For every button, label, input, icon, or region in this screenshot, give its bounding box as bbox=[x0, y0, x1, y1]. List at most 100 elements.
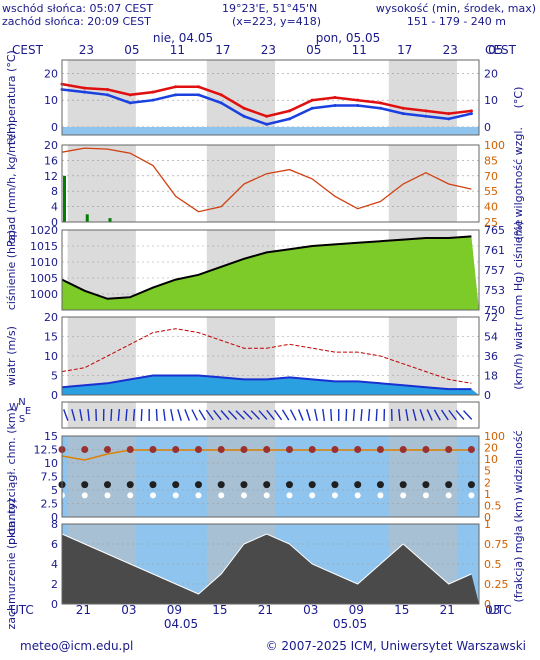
wind-direction-arrow bbox=[184, 409, 190, 421]
y-axis-title-right: (frakcja) mgła bbox=[512, 526, 525, 603]
wind-direction-arrow bbox=[117, 408, 121, 422]
y-axis-title: opad (mm/h, kg/m²/h) bbox=[5, 123, 18, 244]
bottom-tick-label: 15 bbox=[212, 603, 227, 617]
cloud-mid-dot bbox=[376, 481, 384, 489]
data-point bbox=[378, 101, 382, 105]
panel-frame bbox=[61, 435, 480, 518]
cloud-top-dot bbox=[354, 446, 362, 453]
cloud-base-dot bbox=[149, 492, 156, 499]
y-right-tick-label: 1 bbox=[484, 488, 491, 501]
wind-direction-arrow bbox=[87, 408, 90, 422]
y-right-tick-label: 72 bbox=[484, 311, 498, 324]
y-tick-label: 15 bbox=[44, 331, 58, 344]
top-tick-label: 05 bbox=[124, 43, 139, 57]
top-tick-label: 11 bbox=[170, 43, 185, 57]
cloud-mid-dot bbox=[194, 481, 202, 489]
cloud-mid-dot bbox=[263, 481, 271, 489]
cloud-top-dot bbox=[217, 446, 225, 453]
data-point bbox=[151, 90, 155, 94]
wind-dir-w: W bbox=[9, 402, 19, 413]
cloud-base-dot bbox=[195, 492, 202, 499]
y-axis-title-right: (mm Hg) ciśnienie bbox=[512, 219, 525, 320]
panel-frame bbox=[61, 59, 480, 136]
cloud-base-dot bbox=[309, 492, 316, 499]
wind-direction-arrow bbox=[140, 408, 143, 422]
y-right-tick-label: 0.75 bbox=[484, 538, 509, 551]
data-point bbox=[83, 86, 87, 90]
data-point bbox=[242, 106, 246, 110]
data-point bbox=[83, 90, 87, 94]
bottom-tick-label: 03 bbox=[485, 603, 500, 617]
wind-direction-arrow bbox=[235, 410, 245, 420]
precip-bar bbox=[85, 214, 89, 222]
top-tick-label: 17 bbox=[397, 43, 412, 57]
wind-direction-arrow bbox=[132, 408, 136, 422]
wind-direction-arrow bbox=[412, 409, 417, 421]
wind-direction-arrow bbox=[289, 409, 297, 421]
y-right-tick-label: 2 bbox=[484, 476, 491, 489]
wind-direction-arrow bbox=[177, 409, 182, 421]
data-point bbox=[401, 112, 405, 116]
panel-frame bbox=[61, 229, 480, 311]
wind-direction-arrow bbox=[463, 410, 473, 420]
cloud-top-dot bbox=[81, 446, 89, 453]
cloud-mid-dot bbox=[172, 481, 180, 489]
cloud-top-dot bbox=[149, 446, 157, 453]
y-right-tick-label: 85 bbox=[484, 154, 498, 167]
bottom-tick-label: 21 bbox=[258, 603, 273, 617]
wind-direction-arrow bbox=[125, 408, 128, 422]
y-tick-label: 10 bbox=[44, 94, 58, 107]
y-tick-label: 0 bbox=[51, 216, 58, 229]
y-axis-title: pion. rozciągł. chm. (km) bbox=[5, 408, 18, 545]
cloud-base-dot bbox=[422, 492, 429, 499]
wind-dir-n: N bbox=[18, 397, 25, 408]
y-right-tick-label: 54 bbox=[484, 331, 498, 344]
top-tz-right: CEST bbox=[485, 43, 517, 57]
cloud-mid-dot bbox=[285, 481, 293, 489]
wind-direction-arrow bbox=[405, 408, 409, 422]
cloud-mid-dot bbox=[217, 481, 225, 489]
cloud-top-dot bbox=[285, 446, 293, 453]
precip-bar bbox=[108, 218, 112, 222]
data-point bbox=[378, 106, 382, 110]
wind-direction-arrow bbox=[205, 409, 214, 421]
wind-dir-e: E bbox=[25, 406, 31, 417]
data-point bbox=[401, 106, 405, 110]
y-right-tick-label: 18 bbox=[484, 370, 498, 383]
data-point bbox=[310, 106, 314, 110]
bottom-tick-label: 09 bbox=[349, 603, 364, 617]
y-tick-label: 1005 bbox=[30, 272, 58, 285]
y-tick-label: 10 bbox=[44, 350, 58, 363]
cloud-base-dot bbox=[127, 492, 134, 499]
wind-direction-arrow bbox=[243, 410, 253, 420]
bottom-tick-label: 03 bbox=[303, 603, 318, 617]
y-tick-label: 1000 bbox=[30, 288, 58, 301]
cloud-mid-dot bbox=[354, 481, 362, 489]
cloud-base-dot bbox=[377, 492, 384, 499]
y-tick-label: 15 bbox=[44, 430, 58, 443]
footer-copyright: © 2007-2025 ICM, Uniwersytet Warszawski bbox=[265, 639, 526, 653]
footer-email[interactable]: meteo@icm.edu.pl bbox=[20, 639, 134, 653]
data-point bbox=[287, 117, 291, 121]
top-tick-label: 17 bbox=[215, 43, 230, 57]
y-tick-label: 10 bbox=[44, 457, 58, 470]
y-axis-title: wiatr (m/s) bbox=[5, 326, 18, 386]
bottom-day2-label: 05.05 bbox=[333, 617, 367, 631]
cloud-base-dot bbox=[240, 492, 247, 499]
data-point bbox=[424, 114, 428, 118]
wind-direction-arrow bbox=[63, 409, 69, 421]
wind-speed-area bbox=[62, 375, 479, 395]
data-point bbox=[287, 109, 291, 113]
cloud-top-dot bbox=[172, 446, 180, 453]
data-point bbox=[174, 85, 178, 89]
data-point bbox=[219, 93, 223, 97]
y-tick-label: 8 bbox=[51, 518, 58, 531]
y-right-tick-label: 1 bbox=[484, 518, 491, 531]
top-tick-label: 11 bbox=[352, 43, 367, 57]
y-right-tick-label: 757 bbox=[484, 264, 505, 277]
series-line-pressure bbox=[61, 235, 472, 300]
night-band bbox=[67, 436, 136, 517]
sunset-text: zachód słońca: 20:09 CEST bbox=[2, 15, 151, 28]
data-point bbox=[105, 87, 109, 91]
